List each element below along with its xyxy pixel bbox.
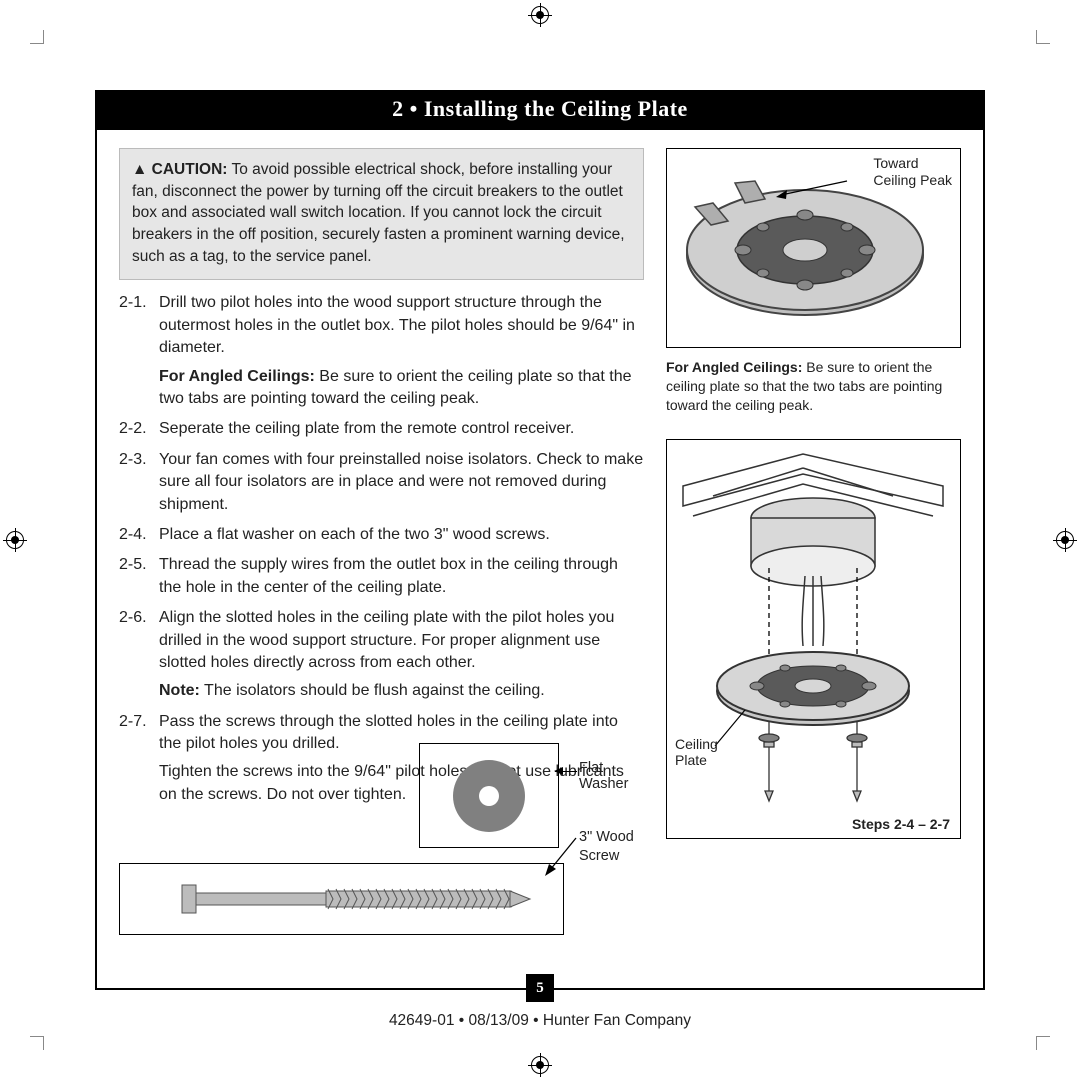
step-body: Place a flat washer on each of the two 3…: [159, 524, 644, 546]
step-body: Thread the supply wires from the outlet …: [159, 554, 644, 599]
steps-list: 2-1.Drill two pilot holes into the wood …: [119, 292, 644, 806]
footer: 42649-01 • 08/13/09 • Hunter Fan Company: [97, 1012, 983, 1030]
registration-mark-icon: [6, 531, 24, 549]
crop-mark: [30, 30, 44, 44]
figure-assembly: Ceiling Plate Steps 2-4 – 2-7: [666, 439, 961, 839]
step-body: Pass the screws through the slotted hole…: [159, 711, 644, 807]
section-title: 2 • Installing the Ceiling Plate: [95, 90, 985, 130]
step-number: 2-7.: [119, 711, 159, 807]
figure-caption-bold: For Angled Ceilings:: [666, 359, 802, 375]
step: 2-5.Thread the supply wires from the out…: [119, 554, 644, 599]
warning-icon: ▲: [132, 161, 147, 178]
step: 2-6.Align the slotted holes in the ceili…: [119, 607, 644, 703]
caution-label: CAUTION:: [152, 161, 228, 178]
step-body: Align the slotted holes in the ceiling p…: [159, 607, 644, 703]
washer-label: Flat Washer: [579, 760, 644, 792]
step: 2-1.Drill two pilot holes into the wood …: [119, 292, 644, 410]
wood-screw-icon: [142, 879, 542, 919]
step-number: 2-4.: [119, 524, 159, 546]
screw-label: 3" Wood Screw: [579, 828, 634, 866]
left-column: ▲ CAUTION: To avoid possible electrical …: [119, 148, 644, 964]
step-number: 2-2.: [119, 418, 159, 440]
step-number: 2-5.: [119, 554, 159, 599]
arrow-line: [555, 771, 577, 772]
right-column: Toward Ceiling Peak: [666, 148, 961, 964]
content-frame: ▲ CAUTION: To avoid possible electrical …: [95, 130, 985, 990]
registration-mark-icon: [1056, 531, 1074, 549]
step: 2-4.Place a flat washer on each of the t…: [119, 524, 644, 546]
step: 2-3.Your fan comes with four preinstalle…: [119, 449, 644, 516]
crop-mark: [1036, 1036, 1050, 1050]
figure-label: Ceiling Plate: [675, 736, 718, 770]
figure-caption: For Angled Ceilings: Be sure to orient t…: [666, 358, 961, 415]
crop-mark: [30, 1036, 44, 1050]
registration-mark-icon: [531, 1056, 549, 1074]
crop-mark: [1036, 30, 1050, 44]
figure-label: Toward Ceiling Peak: [873, 155, 952, 189]
step-body: Drill two pilot holes into the wood supp…: [159, 292, 644, 410]
step-body: Your fan comes with four preinstalled no…: [159, 449, 644, 516]
figure-screw: [119, 863, 564, 935]
registration-mark-icon: [531, 6, 549, 24]
figure-plate-angled: Toward Ceiling Peak: [666, 148, 961, 348]
step-number: 2-6.: [119, 607, 159, 703]
caution-box: ▲ CAUTION: To avoid possible electrical …: [119, 148, 644, 280]
figure-washer: [419, 743, 559, 848]
step: 2-2.Seperate the ceiling plate from the …: [119, 418, 644, 440]
washer-icon: [449, 756, 529, 836]
step-number: 2-3.: [119, 449, 159, 516]
step-body: Seperate the ceiling plate from the remo…: [159, 418, 644, 440]
step: 2-7.Pass the screws through the slotted …: [119, 711, 644, 807]
page-number: 5: [526, 974, 554, 1002]
step-number: 2-1.: [119, 292, 159, 410]
page: 2 • Installing the Ceiling Plate ▲ CAUTI…: [95, 90, 985, 985]
figure-steps-label: Steps 2-4 – 2-7: [852, 816, 950, 832]
